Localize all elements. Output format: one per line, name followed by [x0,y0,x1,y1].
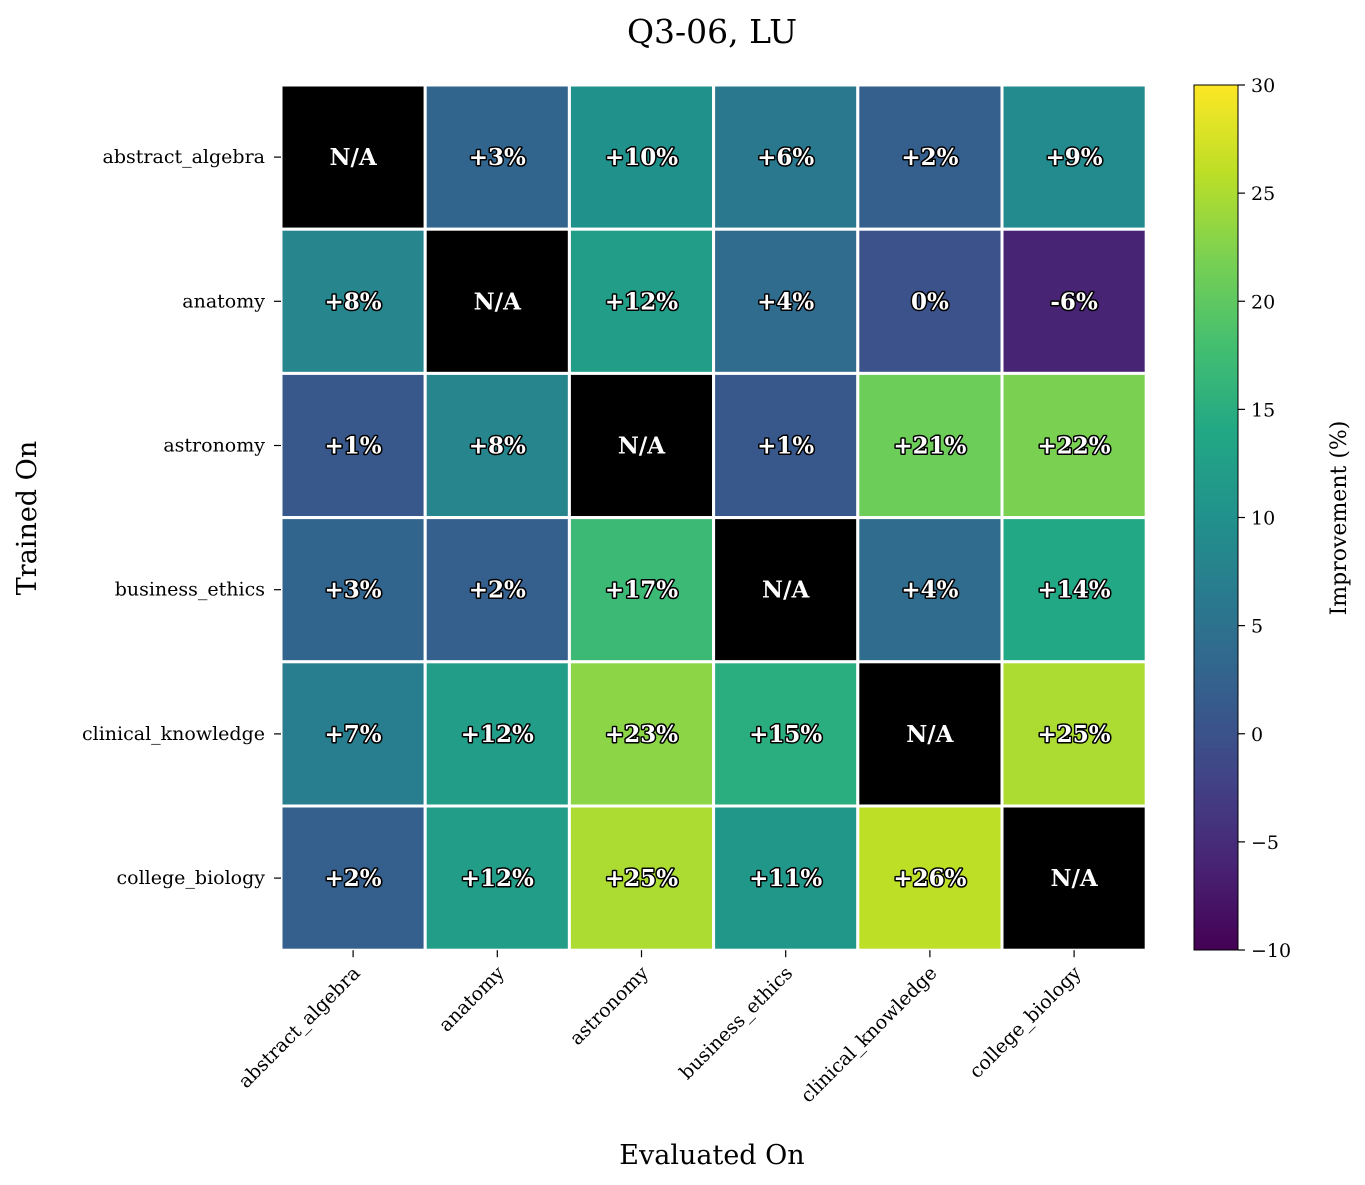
cell-value-label: +10% [605,144,678,171]
y-axis-label: Trained On [12,441,43,595]
heatmap-cell [1000,516,1148,664]
heatmap-cell [279,804,427,952]
cell-value-label: +1% [325,433,382,460]
heatmap-cell [423,371,571,520]
heatmap-cells: N/A +3% +10% +6% +2% +9% +8% N/A +12% +4% 0% -6% +1%… [279,83,1148,952]
heatmap-cell [1000,660,1148,808]
cell-value-label: 0% [911,288,949,315]
row-tick-label: anatomy [182,290,265,312]
heatmap-cell [856,371,1004,520]
cell-value-label: +4% [757,288,814,315]
cell-value-label: N/A [1050,865,1098,892]
cell-value-label: +7% [325,721,382,748]
cell-value-label: +25% [605,865,678,892]
colorbar-ticks: −10 −5 0 5 10 15 20 25 30 [1238,75,1291,962]
heatmap-cell [856,660,1004,808]
column-tick-label: college_biology [965,962,1086,1083]
cell-value-label: +2% [901,144,958,171]
column-tick-labels: abstract_algebra anatomy astronomy business… [234,950,1086,1107]
cell-value-label: +17% [605,577,678,604]
colorbar-tick-label: 25 [1251,183,1275,205]
row-tick-label: abstract_algebra [103,146,265,168]
column-tick-label: business_ethics [675,962,797,1084]
cell-value-label: +11% [749,865,822,892]
row-tick-label: clinical_knowledge [82,723,265,745]
colorbar-gradient [1193,84,1239,951]
colorbar-tick-label: −10 [1251,940,1291,962]
cell-value-label: +14% [1038,577,1111,604]
cell-value-label: N/A [906,721,954,748]
heatmap-cell [567,516,716,664]
cell-value-label: N/A [329,144,377,171]
heatmap-cell [423,83,571,231]
heatmap-cell [567,660,716,808]
heatmap-cell [567,83,716,231]
heatmap-cell [1000,804,1148,952]
heatmap-cell [423,516,571,664]
column-tick-label: anatomy [435,962,509,1036]
cell-value-label: +12% [461,865,534,892]
cell-value-label: +3% [325,577,382,604]
row-tick-label: business_ethics [115,579,265,601]
chart-title: Q3-06, LU [627,12,797,51]
colorbar-tick-label: 0 [1251,724,1263,746]
colorbar-tick-label: 30 [1251,75,1275,97]
cell-value-label: +23% [605,721,678,748]
column-tick-label: abstract_algebra [234,962,364,1092]
heatmap-cell [712,227,860,375]
x-axis-label: Evaluated On [619,1140,804,1171]
heatmap-cell [712,660,860,808]
cell-value-label: N/A [762,577,810,604]
cell-value-label: -6% [1050,288,1098,315]
colorbar-tick-label: 15 [1251,399,1275,421]
colorbar: −10 −5 0 5 10 15 20 25 30 Improvement (%) [1193,75,1352,962]
cell-value-label: +12% [461,721,534,748]
cell-value-label: +26% [893,865,966,892]
colorbar-label: Improvement (%) [1327,421,1352,616]
colorbar-tick-label: 10 [1251,508,1275,530]
cell-value-label: +2% [469,577,526,604]
cell-value-label: +22% [1038,433,1111,460]
cell-value-label: N/A [474,288,522,315]
heatmap-cell [279,516,427,664]
colorbar-tick-label: −5 [1251,832,1279,854]
cell-value-label: +15% [749,721,822,748]
cell-value-label: +8% [469,433,526,460]
cell-value-label: +21% [893,433,966,460]
heatmap-cell [279,83,427,231]
heatmap-cell [1000,227,1148,375]
colorbar-tick-label: 20 [1251,291,1275,313]
cell-value-label: +9% [1046,144,1103,171]
heatmap-cell [1000,83,1148,231]
cell-value-label: N/A [618,433,666,460]
cell-value-label: +25% [1038,721,1111,748]
cell-value-label: +1% [757,433,814,460]
heatmap-cell [712,516,860,664]
column-tick-label: astronomy [566,962,654,1050]
cell-value-label: +8% [325,288,382,315]
heatmap-cell [712,371,860,520]
heatmap-cell [856,516,1004,664]
cell-value-label: +2% [325,865,382,892]
colorbar-tick-label: 5 [1251,616,1263,638]
heatmap-cell [423,227,571,375]
cell-value-label: +6% [757,144,814,171]
cell-value-label: +3% [469,144,526,171]
heatmap-cell [1000,371,1148,520]
cell-value-label: +4% [901,577,958,604]
cell-value-label: +12% [605,288,678,315]
row-tick-label: astronomy [163,435,265,457]
column-tick-label: clinical_knowledge [796,962,941,1107]
row-tick-label: college_biology [117,867,266,889]
